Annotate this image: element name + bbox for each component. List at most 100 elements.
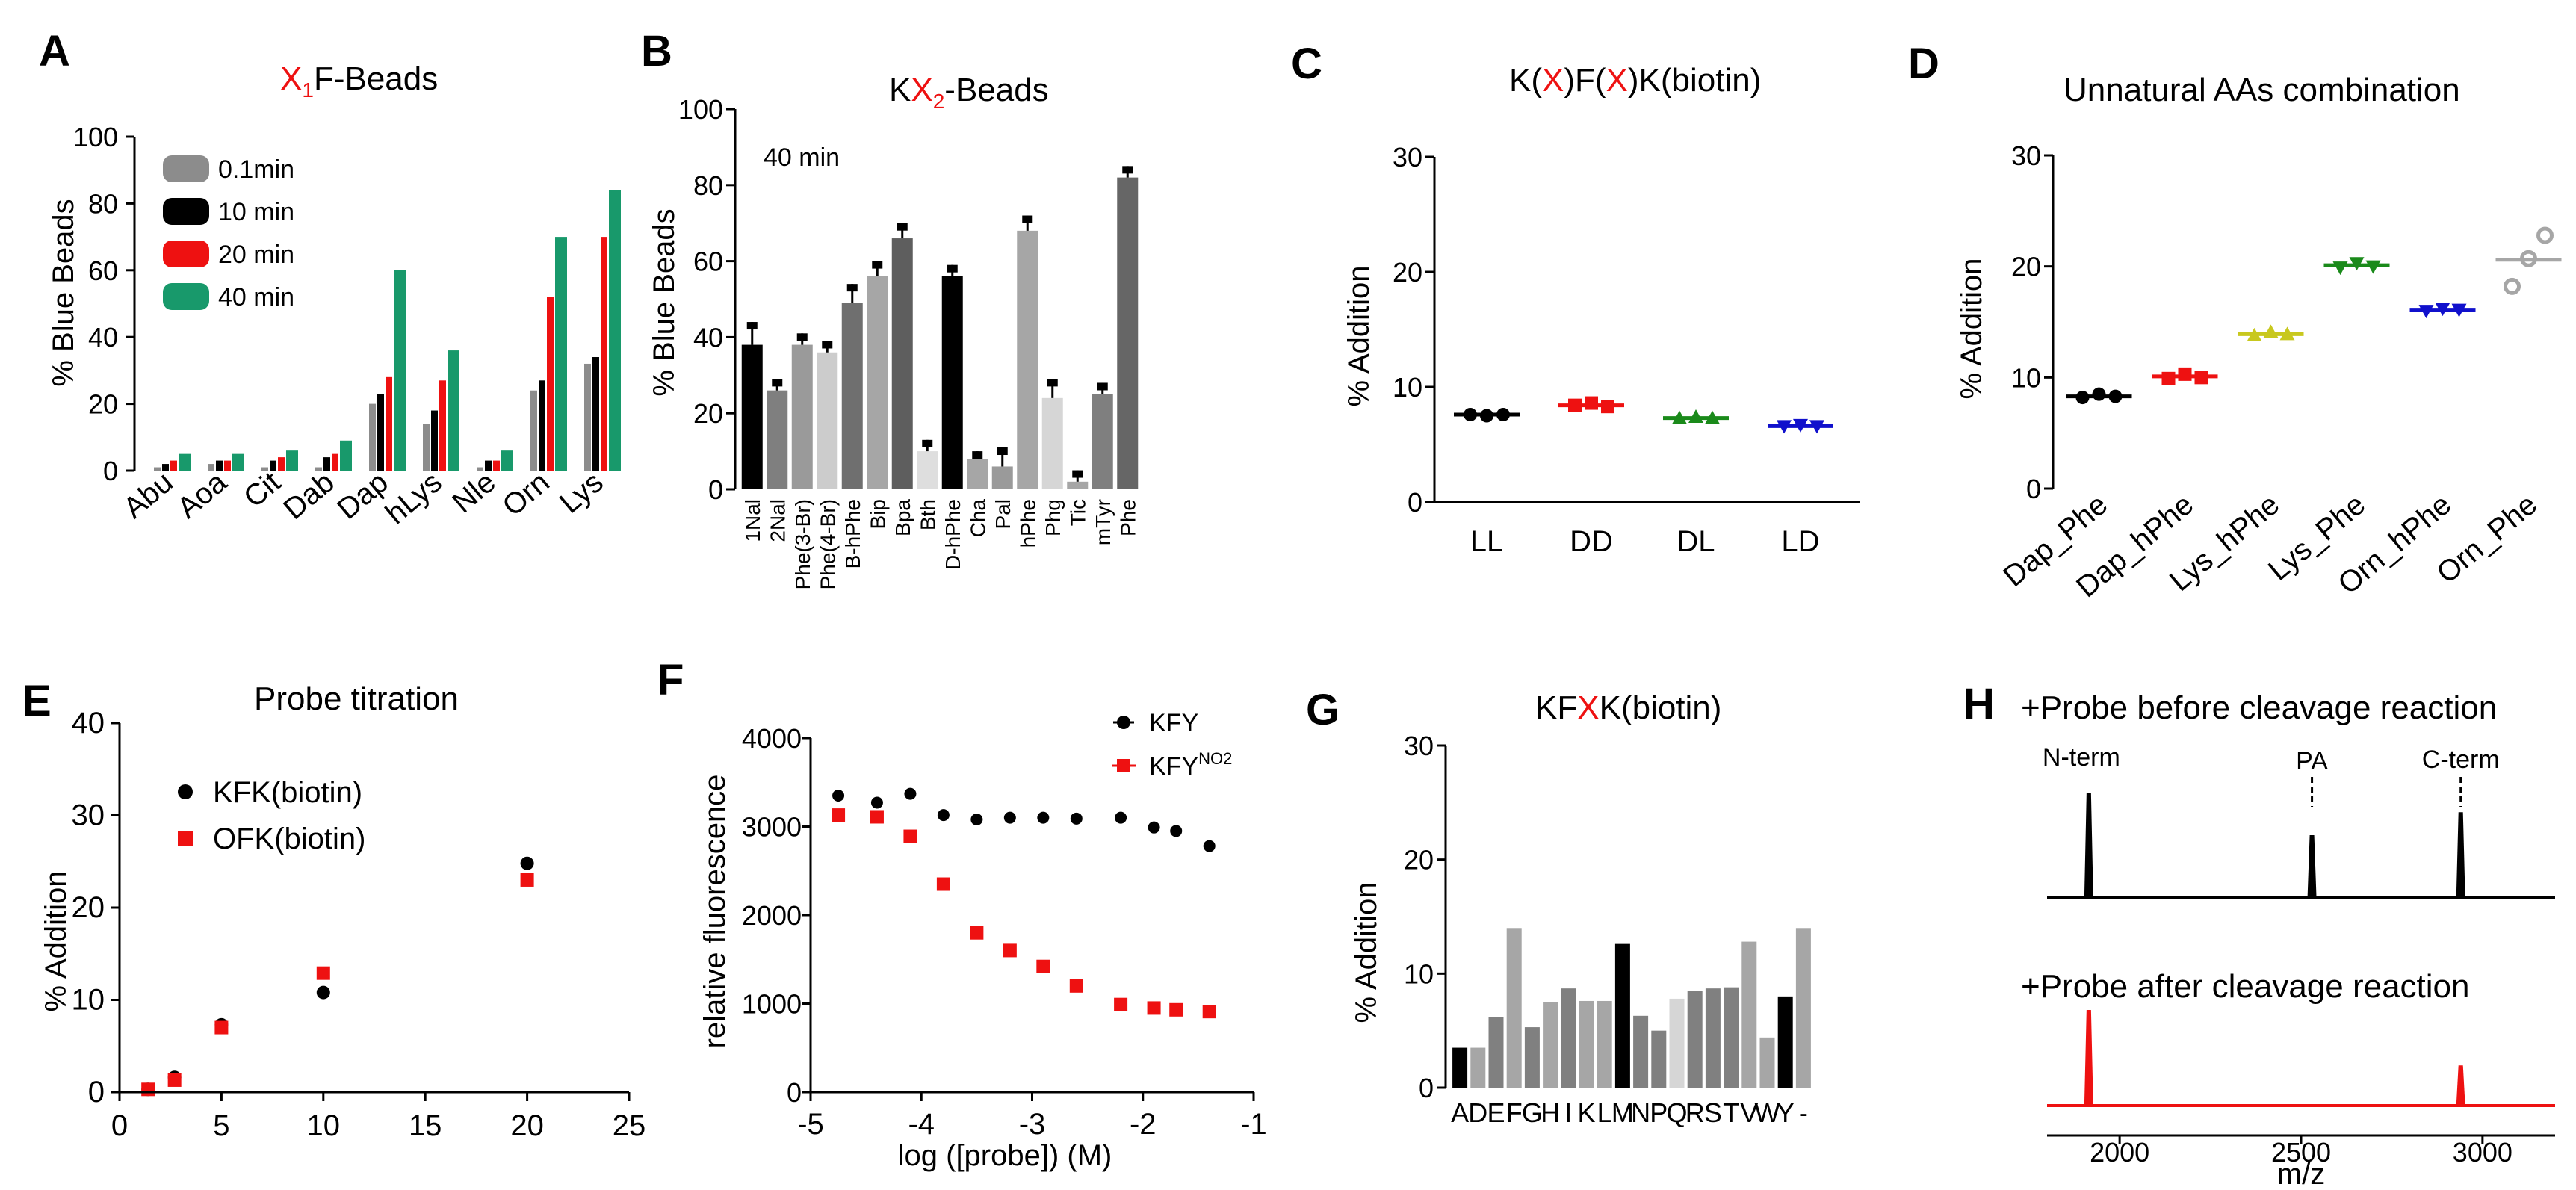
- panel-g-bar: [1705, 988, 1721, 1088]
- panel-a-ytick-label: 20: [88, 389, 118, 420]
- panel-g-xtick-label: L: [1597, 1097, 1612, 1128]
- panel-b-title-suffix: -Beads: [944, 72, 1048, 108]
- panel-d-point: [2365, 260, 2381, 274]
- panel-h-before-peak: [2456, 812, 2465, 898]
- panel-b-error-cap: [846, 284, 858, 292]
- panel-g-ytick-label: 0: [1419, 1073, 1434, 1103]
- panel-b-error-cap: [872, 261, 883, 269]
- panel-g-bar: [1452, 1047, 1468, 1088]
- panel-a-bar: [332, 453, 338, 471]
- panel-a-bar: [439, 380, 446, 471]
- panel-e-legend-marker: [178, 784, 193, 799]
- panel-g-bar: [1614, 943, 1630, 1088]
- panel-g-bar: [1651, 1030, 1667, 1088]
- panel-e: E Probe titration % Addition 0 10 20 30 40 0…: [22, 677, 645, 1142]
- panel-f-point: [832, 790, 845, 802]
- panel-e-label: E: [22, 677, 52, 725]
- panel-a-bar: [539, 380, 545, 471]
- panel-f-point: [1147, 1001, 1161, 1015]
- panel-e-legend-marker: [178, 831, 193, 846]
- panel-b-error-cap: [972, 451, 983, 459]
- panel-a-bar: [278, 457, 285, 471]
- panel-a-bar: [448, 350, 459, 471]
- panel-b-bar: [1067, 481, 1089, 489]
- panel-h-peak-label-cterm: C-term: [2422, 746, 2500, 774]
- panel-a-bar: [394, 270, 406, 471]
- panel-g-bar: [1543, 1002, 1558, 1088]
- panel-b-xtick-label: 2Nal: [766, 499, 789, 542]
- panel-b-xtick-label: mTyr: [1092, 499, 1115, 545]
- panel-b-ytick-label: 100: [678, 94, 723, 125]
- panel-f-label: F: [657, 656, 684, 704]
- panel-h-label: H: [1963, 680, 1995, 728]
- panel-d-ytick-label: 20: [2011, 252, 2041, 282]
- panel-b-title-k: K: [889, 72, 911, 108]
- panel-a-bar: [530, 390, 537, 471]
- panel-e-ytick-label: 0: [88, 1076, 105, 1109]
- panel-b-bar: [817, 352, 838, 489]
- panel-f-point: [1036, 959, 1050, 973]
- panel-a-bar: [609, 190, 621, 471]
- panel-b-bar: [1017, 230, 1038, 489]
- panel-a-xtick-label: Aoa: [171, 465, 233, 525]
- panel-b-xtick-label: Phe(4-Br): [816, 499, 839, 589]
- panel-h-title-after: +Probe after cleavage reaction: [2021, 968, 2470, 1005]
- panel-h: H +Probe before cleavage reaction N-term…: [1963, 680, 2555, 1190]
- panel-c-point: [1496, 407, 1510, 421]
- panel-d-point: [2075, 391, 2090, 405]
- panel-g-xtick-label: I: [1564, 1097, 1572, 1128]
- panel-d-point: [2435, 303, 2450, 317]
- panel-g-title-a: KF: [1535, 689, 1577, 726]
- panel-a-xtick-label: Dab: [277, 465, 341, 526]
- panel-d-ytick-label: 0: [2026, 474, 2041, 504]
- panel-d-point: [2092, 387, 2106, 401]
- panel-h-title-before: +Probe before cleavage reaction: [2021, 689, 2497, 726]
- panel-d-point: [2536, 226, 2554, 244]
- panel-a-ytick-label: 80: [88, 188, 118, 219]
- panel-a-title: X1F-Beads: [280, 61, 438, 102]
- panel-f-point: [870, 810, 884, 824]
- panel-a-bar: [601, 237, 607, 471]
- panel-g-xtick-label: E: [1487, 1097, 1505, 1128]
- panel-a-xtick-label: Cit: [238, 465, 287, 514]
- panel-e-point: [316, 985, 330, 1000]
- panel-f-xtick-label: -5: [797, 1108, 824, 1141]
- panel-f-point: [903, 829, 917, 843]
- panel-f-point: [870, 796, 883, 809]
- panel-b-bar: [867, 276, 888, 489]
- panel-a-bar: [431, 410, 438, 471]
- panel-c-title-a: K(: [1509, 62, 1542, 99]
- panel-c-point: [1688, 409, 1703, 424]
- panel-d-point: [2504, 277, 2521, 295]
- panel-b-xtick-label: Phe: [1116, 499, 1139, 536]
- panel-f-xtick-label: -4: [908, 1108, 935, 1141]
- panel-d-ytick-label: 30: [2011, 140, 2041, 171]
- panel-c-point: [1777, 420, 1792, 434]
- panel-g-bar: [1795, 928, 1811, 1088]
- panel-g-xtick-label: W: [1755, 1097, 1780, 1128]
- panel-a-bar: [377, 394, 384, 471]
- panel-f-xlabel: log ([probe]) (M): [898, 1139, 1112, 1172]
- panel-a-label: A: [39, 27, 70, 75]
- panel-g-bar: [1759, 1037, 1775, 1088]
- panel-f-point: [904, 787, 917, 800]
- panel-a-legend-swatch: [163, 283, 209, 310]
- panel-f-point: [970, 814, 983, 826]
- panel-c-title-b: )F(: [1564, 62, 1606, 99]
- panel-b-xtick-label: hPhe: [1016, 499, 1039, 548]
- panel-b-error-cap: [947, 264, 958, 273]
- panel-g-xtick-label: Y: [1777, 1097, 1795, 1128]
- panel-g-xtick-label: T: [1723, 1097, 1739, 1128]
- panel-a-xtick-label: Dap: [331, 465, 394, 526]
- panel-a-bar: [286, 450, 298, 471]
- panel-b-ytick-label: 20: [693, 398, 723, 429]
- panel-g-xtick-label: -: [1799, 1097, 1808, 1128]
- panel-b-ytick-label: 40: [693, 322, 723, 353]
- panel-b-error-cap: [997, 447, 1008, 456]
- panel-b-bar: [891, 238, 913, 489]
- panel-a-bar: [224, 460, 231, 471]
- panel-d-point: [2178, 367, 2192, 381]
- panel-f-legend-label-sup: NO2: [1198, 749, 1232, 768]
- panel-b: B KX2-Beads 40 min % Blue Beads 0 20 40 60 8…: [641, 27, 1139, 589]
- panel-e-legend-label: OFK(biotin): [213, 822, 366, 855]
